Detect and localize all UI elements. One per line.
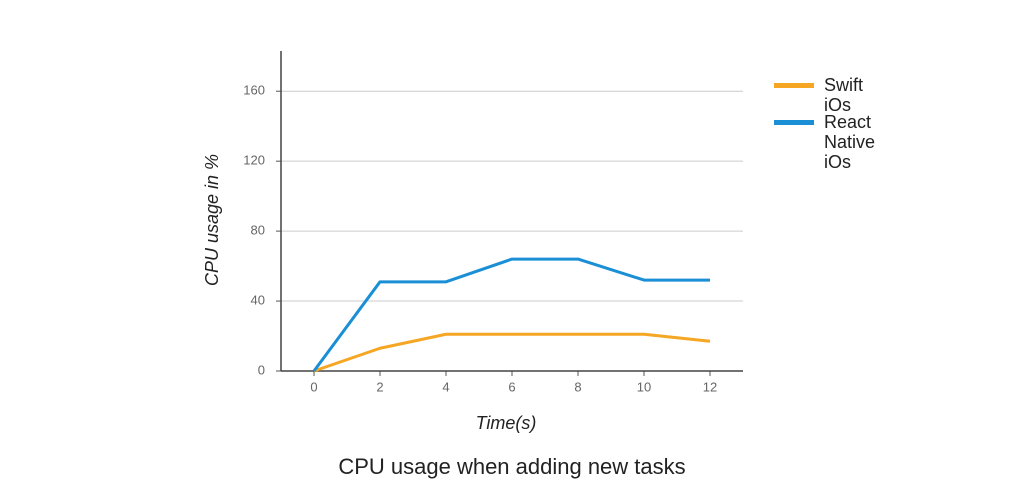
x-tick-label: 4 [442,379,449,394]
y-tick-label: 40 [251,292,265,307]
y-tick-label: 80 [251,223,265,238]
series-line [312,257,710,372]
legend-label: React Native iOs [824,112,876,172]
legend-swatch [774,120,814,125]
x-tick-label: 12 [703,379,717,394]
y-tick-label: 160 [243,83,265,98]
chart-title: CPU usage when adding new tasks [338,454,685,479]
x-tick-label: 2 [376,379,383,394]
y-tick-label: 120 [243,153,265,168]
x-axis-label: Time(s) [476,413,537,433]
legend-swatch [774,83,814,88]
legend-label: Swift iOs [824,75,864,115]
legend-entry: Swift iOs [774,75,884,115]
x-tick-label: 0 [310,379,317,394]
legend-entry: React Native iOs [774,112,884,172]
x-tick-label: 10 [637,379,651,394]
x-tick-label: 6 [508,379,515,394]
series-line [313,332,711,373]
x-tick-label: 8 [574,379,581,394]
y-tick-label: 0 [258,362,265,377]
y-axis-label: CPU usage in % [202,154,222,286]
